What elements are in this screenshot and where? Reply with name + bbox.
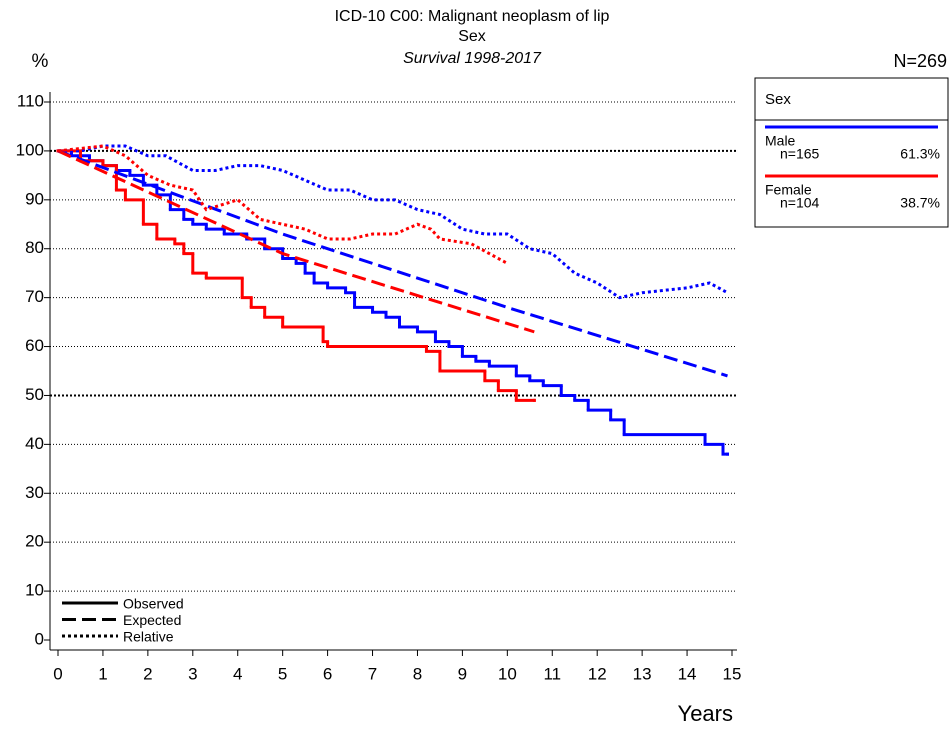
x-tick-label: 15 — [723, 664, 742, 683]
x-tick-label: 7 — [368, 664, 377, 683]
chart-title: ICD-10 C00: Malignant neoplasm of lip — [335, 8, 610, 25]
legend-count: n=104 — [780, 195, 820, 211]
x-tick-label: 5 — [278, 664, 287, 683]
y-tick-label: 80 — [25, 238, 44, 257]
x-tick-label: 3 — [188, 664, 197, 683]
y-tick-label: 20 — [25, 532, 44, 551]
y-tick-label: 30 — [25, 483, 44, 502]
total-count: N=269 — [893, 51, 947, 71]
x-tick-label: 6 — [323, 664, 332, 683]
x-tick-label: 11 — [543, 664, 561, 683]
y-axis-label: % — [32, 51, 49, 72]
y-tick-label: 60 — [25, 336, 44, 355]
legend-share: 38.7% — [900, 195, 940, 211]
style-label: Relative — [123, 629, 174, 645]
x-tick-label: 4 — [233, 664, 242, 683]
style-label: Expected — [123, 612, 181, 628]
legend-count: n=165 — [780, 146, 820, 162]
style-label: Observed — [123, 596, 184, 612]
x-tick-label: 12 — [588, 664, 607, 683]
y-tick-label: 40 — [25, 434, 44, 453]
y-tick-label: 50 — [25, 385, 44, 404]
legend-title: Sex — [765, 91, 791, 108]
chart-subtitle: Sex — [458, 28, 486, 45]
x-tick-label: 2 — [143, 664, 152, 683]
y-tick-label: 70 — [25, 287, 44, 306]
x-tick-label: 8 — [413, 664, 422, 683]
legend-share: 61.3% — [900, 146, 940, 162]
survival-line — [57, 144, 509, 265]
legend-name: Male — [765, 133, 796, 149]
x-tick-label: 9 — [458, 664, 467, 683]
y-tick-label: 0 — [35, 629, 44, 648]
x-tick-label: 0 — [53, 664, 62, 683]
x-tick-label: 10 — [498, 664, 517, 683]
x-tick-label: 1 — [98, 664, 107, 683]
y-tick-label: 10 — [25, 581, 44, 600]
x-tick-label: 14 — [678, 664, 697, 683]
y-tick-label: 90 — [25, 189, 44, 208]
x-axis-label: Years — [678, 701, 733, 726]
x-tick-label: 13 — [633, 664, 652, 683]
y-tick-label: 110 — [17, 91, 44, 110]
legend-box — [754, 77, 949, 228]
survival-line — [57, 149, 535, 334]
legend-name: Female — [765, 182, 812, 198]
survival-line — [58, 144, 729, 300]
chart-period: Survival 1998-2017 — [403, 50, 542, 67]
y-tick-label: 100 — [16, 140, 44, 159]
survival-line — [57, 149, 728, 378]
